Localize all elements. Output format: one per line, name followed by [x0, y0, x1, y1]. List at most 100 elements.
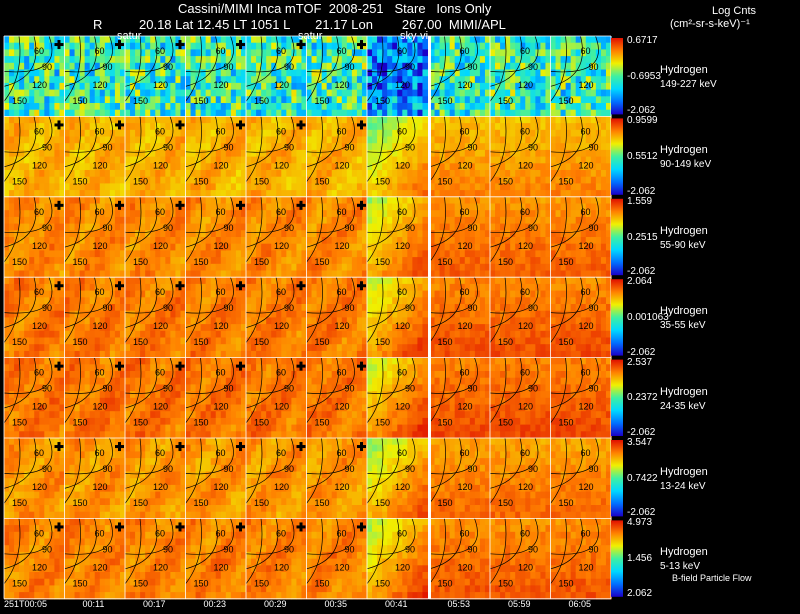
contour-label: 90 — [589, 62, 599, 72]
contour-label: 60 — [581, 126, 591, 136]
contour-label: 150 — [133, 418, 148, 428]
contour-label: 60 — [34, 528, 44, 538]
contour-label: 120 — [274, 160, 289, 170]
contour-label: 150 — [315, 257, 330, 267]
contour-label: 150 — [194, 337, 209, 347]
contour-label: 120 — [214, 241, 229, 251]
contour-label: 120 — [93, 160, 108, 170]
contour-label: 60 — [581, 46, 591, 56]
contour-label: 60 — [34, 46, 44, 56]
contour-label: 90 — [224, 303, 234, 313]
contour-label: 150 — [254, 578, 269, 588]
contour-label: 90 — [345, 142, 355, 152]
contour-label: 90 — [405, 464, 415, 474]
contour-label: 120 — [153, 160, 168, 170]
contour-label: 90 — [284, 544, 294, 554]
time-label: 00:35 — [325, 599, 348, 609]
contour-label: 90 — [345, 544, 355, 554]
contour-label: 120 — [93, 80, 108, 90]
contour-label: 120 — [153, 241, 168, 251]
time-label: 251T00:05 — [4, 599, 47, 609]
contour-label: 120 — [274, 321, 289, 331]
contour-label: 60 — [460, 368, 470, 378]
contour-label: 150 — [194, 578, 209, 588]
colorbar-max-label: 4.973 — [627, 516, 652, 529]
contour-label: 150 — [559, 337, 574, 347]
species-label: Hydrogen — [660, 386, 708, 399]
energy-label: 24-35 keV — [660, 400, 706, 413]
contour-label: 150 — [73, 578, 88, 588]
image-cell-r3-c3: 60 90 120 150 — [186, 277, 247, 358]
contour-label: 90 — [528, 62, 538, 72]
energy-label: 55-90 keV — [660, 239, 706, 252]
contour-label: 90 — [528, 544, 538, 554]
contour-label: 90 — [103, 384, 113, 394]
contour-label: 60 — [216, 287, 226, 297]
contour-label: 120 — [518, 562, 533, 572]
colorbar-max-label: 3.547 — [627, 436, 652, 449]
contour-label: 150 — [375, 578, 390, 588]
contour-label: 90 — [405, 384, 415, 394]
contour-label: 150 — [315, 337, 330, 347]
contour-label: 150 — [375, 337, 390, 347]
contour-label: 90 — [528, 384, 538, 394]
contour-label: 150 — [73, 498, 88, 508]
contour-label: 120 — [153, 482, 168, 492]
energy-label: 13-24 keV — [660, 480, 706, 493]
contour-label: 150 — [12, 337, 27, 347]
contour-label: 120 — [93, 241, 108, 251]
contour-label: 120 — [579, 482, 594, 492]
contour-label: 120 — [579, 562, 594, 572]
contour-label: 120 — [214, 321, 229, 331]
contour-label: 90 — [589, 303, 599, 313]
contour-label: 60 — [581, 287, 591, 297]
time-label: 05:59 — [508, 599, 531, 609]
contour-label: 120 — [518, 321, 533, 331]
contour-label: 60 — [460, 46, 470, 56]
contour-label: 60 — [337, 126, 347, 136]
contour-label: 150 — [438, 337, 453, 347]
contour-label: 90 — [345, 384, 355, 394]
contour-label: 90 — [589, 223, 599, 233]
contour-label: 120 — [214, 562, 229, 572]
contour-label: 120 — [32, 160, 47, 170]
contour-label: 150 — [498, 337, 513, 347]
colorbar-max-label: 2.537 — [627, 356, 652, 369]
contour-label: 90 — [163, 62, 173, 72]
colorbar-mid-label: 0.2372 — [627, 391, 658, 404]
contour-label: 150 — [559, 418, 574, 428]
contour-label: 90 — [42, 464, 52, 474]
contour-label: 90 — [284, 303, 294, 313]
contour-label: 150 — [254, 418, 269, 428]
contour-label: 60 — [95, 207, 105, 217]
contour-label: 60 — [155, 207, 165, 217]
contour-label: 90 — [345, 223, 355, 233]
contour-label: 150 — [559, 96, 574, 106]
contour-label: 90 — [103, 142, 113, 152]
contour-label: 120 — [458, 402, 473, 412]
contour-label: 60 — [581, 368, 591, 378]
contour-label: 60 — [397, 368, 407, 378]
time-label: 00:17 — [143, 599, 166, 609]
contour-label: 150 — [12, 176, 27, 186]
energy-label: 35-55 keV — [660, 319, 706, 332]
contour-label: 120 — [518, 80, 533, 90]
contour-label: 90 — [468, 223, 478, 233]
time-label: 00:29 — [264, 599, 287, 609]
colorbar-row-2 — [611, 199, 623, 275]
contour-label: 120 — [153, 80, 168, 90]
contour-label: 90 — [528, 142, 538, 152]
